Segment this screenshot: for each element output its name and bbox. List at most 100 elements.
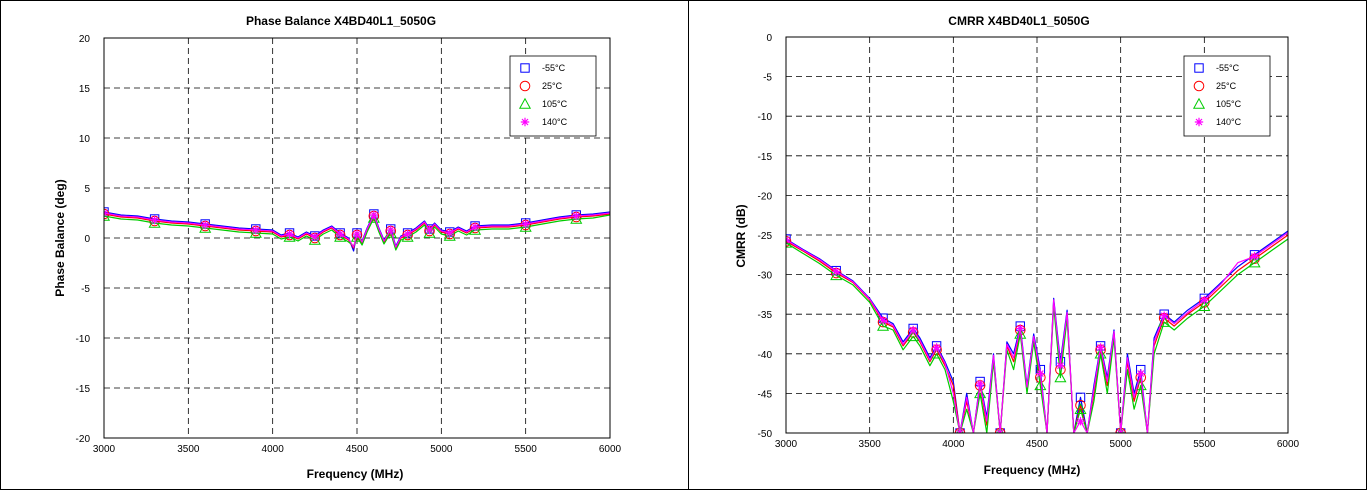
x-tick-label: 3500 bbox=[859, 439, 882, 450]
data-point bbox=[1075, 392, 1086, 403]
x-axis-label: Frequency (MHz) bbox=[307, 467, 404, 481]
x-tick-label: 5500 bbox=[515, 444, 538, 455]
legend-marker bbox=[520, 63, 530, 73]
x-tick-label: 4500 bbox=[346, 444, 369, 455]
y-tick-label: 0 bbox=[766, 33, 772, 44]
y-tick-label: -10 bbox=[758, 112, 773, 123]
data-point bbox=[201, 220, 210, 230]
chart-title: CMRR X4BD40L1_5050G bbox=[948, 14, 1089, 28]
x-tick-label: 6000 bbox=[599, 444, 622, 455]
data-point bbox=[335, 229, 345, 239]
legend-marker bbox=[519, 80, 531, 92]
data-point bbox=[907, 330, 920, 342]
data-point bbox=[445, 228, 454, 238]
y-tick-label: -50 bbox=[758, 429, 773, 440]
phase-balance-chart: Phase Balance X4BD40L1_5050G Frequency (… bbox=[53, 14, 622, 481]
data-point bbox=[1016, 324, 1025, 333]
x-tick-label: 4000 bbox=[262, 444, 285, 455]
legend-marker bbox=[1194, 117, 1204, 127]
data-point bbox=[572, 211, 581, 221]
y-tick-label: 20 bbox=[79, 34, 91, 45]
y-tick-label: 5 bbox=[84, 184, 90, 195]
y-axis-label: Phase Balance (deg) bbox=[53, 179, 67, 296]
y-tick-label: -35 bbox=[758, 310, 773, 321]
data-point bbox=[878, 316, 888, 325]
y-tick-label: 10 bbox=[79, 134, 91, 145]
y-tick-label: -25 bbox=[758, 231, 773, 242]
y-tick-label: 0 bbox=[84, 234, 90, 245]
data-point bbox=[1094, 347, 1107, 359]
data-point bbox=[1248, 256, 1261, 268]
data-point bbox=[1034, 379, 1047, 391]
legend-marker bbox=[1194, 63, 1204, 73]
data-point bbox=[470, 222, 480, 232]
data-point bbox=[251, 225, 260, 235]
legend-marker bbox=[518, 97, 532, 109]
data-point bbox=[386, 225, 395, 235]
plot-area-border bbox=[785, 36, 1289, 434]
series--55°C bbox=[786, 230, 1288, 433]
legend-label: 105°C bbox=[1216, 99, 1242, 109]
x-tick-label: 5500 bbox=[1193, 439, 1216, 450]
x-tick-label: 6000 bbox=[1277, 439, 1300, 450]
y-tick-label: -30 bbox=[758, 271, 773, 282]
y-tick-label: -40 bbox=[758, 350, 773, 361]
data-point bbox=[285, 229, 294, 239]
x-tick-label: 5000 bbox=[1110, 439, 1133, 450]
y-tick-label: -15 bbox=[76, 384, 91, 395]
x-tick-label: 3000 bbox=[93, 444, 116, 455]
data-point bbox=[521, 219, 530, 229]
data-point bbox=[150, 215, 159, 225]
y-tick-label: -45 bbox=[758, 389, 773, 400]
x-tick-label: 3000 bbox=[775, 439, 798, 450]
series-140°C bbox=[786, 232, 1288, 433]
y-tick-label: -20 bbox=[76, 434, 91, 445]
panel-divider bbox=[688, 0, 689, 490]
series-140°C bbox=[104, 208, 610, 248]
data-point bbox=[830, 269, 843, 281]
y-axis-label: CMRR (dB) bbox=[734, 204, 748, 267]
data-point bbox=[932, 343, 941, 352]
legend-label: 140°C bbox=[1216, 117, 1242, 127]
data-point bbox=[1054, 371, 1067, 383]
data-point bbox=[1136, 369, 1145, 378]
legend-label: -55°C bbox=[542, 63, 566, 73]
legend-marker bbox=[520, 117, 530, 127]
data-point bbox=[974, 387, 987, 399]
y-tick-label: -10 bbox=[76, 334, 91, 345]
legend-label: 25°C bbox=[542, 81, 563, 91]
series-line bbox=[786, 238, 1288, 433]
legend-label: 105°C bbox=[542, 99, 568, 109]
y-tick-label: -5 bbox=[763, 73, 772, 84]
data-point bbox=[908, 325, 918, 335]
data-point bbox=[1159, 311, 1169, 320]
data-point bbox=[1036, 369, 1045, 378]
data-point bbox=[1076, 416, 1085, 426]
data-point bbox=[1014, 327, 1027, 339]
legend-label: 140°C bbox=[542, 117, 568, 127]
y-tick-label: 15 bbox=[79, 84, 91, 95]
data-point bbox=[975, 379, 985, 389]
x-axis-label: Frequency (MHz) bbox=[984, 463, 1081, 477]
y-tick-label: -5 bbox=[81, 284, 90, 295]
legend-marker bbox=[1192, 97, 1206, 109]
series-line bbox=[786, 234, 1288, 433]
cmrr-chart: CMRR X4BD40L1_5050G Frequency (MHz) CMRR… bbox=[734, 14, 1300, 477]
data-point bbox=[1198, 300, 1211, 311]
data-point bbox=[310, 232, 320, 242]
data-point bbox=[877, 319, 890, 331]
x-tick-label: 5000 bbox=[430, 444, 453, 455]
chart-title: Phase Balance X4BD40L1_5050G bbox=[246, 14, 436, 28]
plot-area-border bbox=[103, 37, 611, 439]
legend: -55°C 25°C 105°C 140°C bbox=[509, 55, 597, 137]
legend-label: -55°C bbox=[1216, 63, 1240, 73]
y-tick-label: -15 bbox=[758, 152, 773, 163]
legend-marker bbox=[1193, 80, 1205, 92]
data-point bbox=[352, 229, 362, 239]
data-point bbox=[369, 210, 379, 220]
x-tick-label: 3500 bbox=[177, 444, 200, 455]
x-tick-label: 4500 bbox=[1026, 439, 1049, 450]
data-point bbox=[1074, 403, 1087, 414]
data-point bbox=[1096, 343, 1105, 352]
